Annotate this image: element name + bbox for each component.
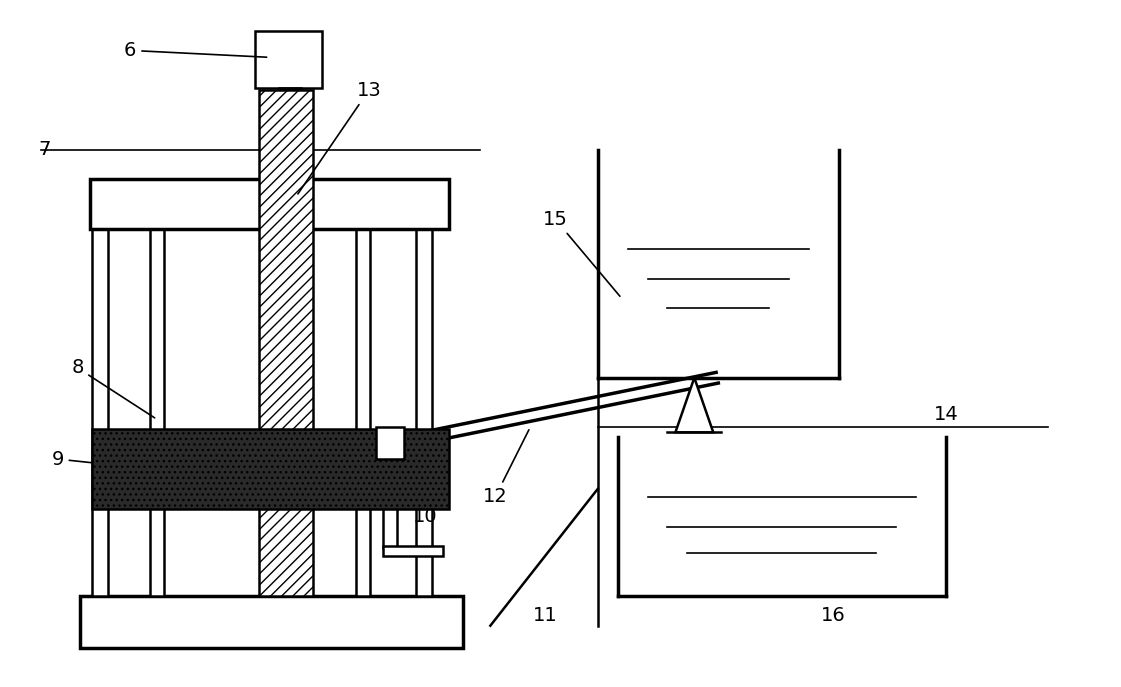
Polygon shape <box>676 378 713 432</box>
Bar <box>416 179 432 596</box>
Bar <box>254 30 322 88</box>
Text: 10: 10 <box>414 507 438 526</box>
Text: 11: 11 <box>532 607 557 625</box>
Bar <box>92 179 109 596</box>
Text: 13: 13 <box>298 80 381 194</box>
Text: 8: 8 <box>72 359 155 418</box>
Bar <box>81 596 463 648</box>
Text: 7: 7 <box>38 140 50 159</box>
Bar <box>383 546 443 556</box>
Text: 6: 6 <box>124 41 267 60</box>
Text: 9: 9 <box>52 449 129 469</box>
Text: 16: 16 <box>822 607 846 625</box>
Bar <box>376 427 404 459</box>
Bar <box>383 459 397 548</box>
Bar <box>91 179 448 229</box>
Bar <box>259 90 313 596</box>
Text: 15: 15 <box>543 210 620 296</box>
Bar <box>92 429 448 508</box>
Bar <box>279 88 302 90</box>
Bar <box>150 179 164 596</box>
Text: 12: 12 <box>483 430 529 506</box>
Text: 14: 14 <box>934 405 958 424</box>
Bar <box>356 179 370 596</box>
